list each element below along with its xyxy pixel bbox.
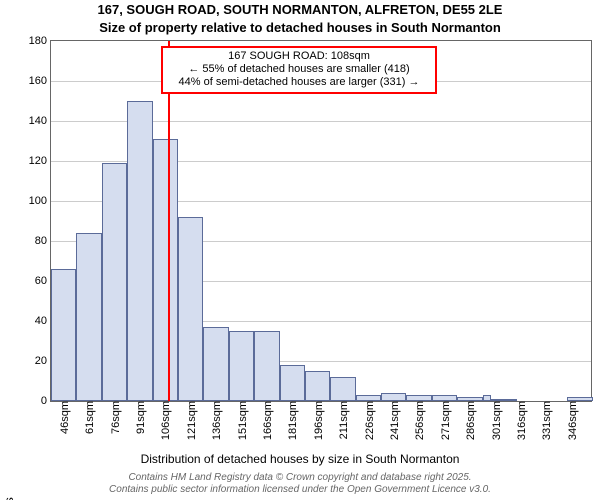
annotation-line: 167 SOUGH ROAD: 108sqm	[169, 50, 429, 63]
histogram-bar	[51, 269, 76, 401]
x-tick-label: 61sqm	[80, 401, 96, 434]
x-tick-label: 226sqm	[360, 401, 376, 440]
x-tick-label: 256sqm	[410, 401, 426, 440]
plot-area: 02040608010012014016018046sqm61sqm76sqm9…	[50, 40, 592, 402]
histogram-bar	[178, 217, 203, 401]
histogram-bar	[127, 101, 152, 401]
x-tick-label: 241sqm	[385, 401, 401, 440]
histogram-bar	[381, 393, 406, 401]
y-tick-label: 60	[35, 275, 51, 287]
x-tick-label: 316sqm	[512, 401, 528, 440]
x-tick-label: 271sqm	[436, 401, 452, 440]
x-tick-label: 211sqm	[334, 401, 350, 439]
y-tick-label: 100	[29, 195, 51, 207]
x-axis-label: Distribution of detached houses by size …	[0, 452, 600, 466]
chart-footer: Contains HM Land Registry data © Crown c…	[0, 472, 600, 496]
histogram-bar	[280, 365, 305, 401]
x-tick-label: 76sqm	[106, 401, 122, 434]
x-tick-label: 196sqm	[309, 401, 325, 440]
x-tick-label: 346sqm	[563, 401, 579, 440]
chart-root: 167, SOUGH ROAD, SOUTH NORMANTON, ALFRET…	[0, 0, 600, 500]
y-tick-label: 0	[41, 395, 51, 407]
histogram-bar	[102, 163, 127, 401]
y-tick-label: 80	[35, 235, 51, 247]
x-tick-label: 181sqm	[283, 401, 299, 440]
histogram-bar	[229, 331, 254, 401]
y-tick-label: 20	[35, 355, 51, 367]
x-tick-label: 301sqm	[487, 401, 503, 440]
histogram-bar	[254, 331, 279, 401]
footer-line1: Contains HM Land Registry data © Crown c…	[0, 472, 600, 484]
annotation-box: 167 SOUGH ROAD: 108sqm← 55% of detached …	[161, 46, 437, 94]
x-tick-label: 166sqm	[258, 401, 274, 440]
y-tick-label: 140	[29, 115, 51, 127]
chart-title-line2: Size of property relative to detached ho…	[0, 20, 600, 35]
reference-line	[168, 41, 170, 401]
histogram-bar	[153, 139, 178, 401]
y-tick-label: 160	[29, 75, 51, 87]
chart-title-line1: 167, SOUGH ROAD, SOUTH NORMANTON, ALFRET…	[0, 2, 600, 17]
histogram-bar	[76, 233, 101, 401]
histogram-bar	[330, 377, 355, 401]
x-tick-label: 136sqm	[207, 401, 223, 440]
x-tick-label: 91sqm	[131, 401, 147, 434]
histogram-bar	[305, 371, 330, 401]
y-tick-label: 180	[29, 35, 51, 47]
annotation-line: 44% of semi-detached houses are larger (…	[169, 76, 429, 89]
x-tick-label: 46sqm	[55, 401, 71, 434]
x-tick-label: 151sqm	[233, 401, 249, 440]
x-tick-label: 106sqm	[156, 401, 172, 440]
x-tick-label: 121sqm	[182, 401, 198, 440]
y-tick-label: 40	[35, 315, 51, 327]
y-tick-label: 120	[29, 155, 51, 167]
footer-line2: Contains public sector information licen…	[0, 484, 600, 496]
x-tick-label: 331sqm	[537, 401, 553, 440]
histogram-bar	[203, 327, 228, 401]
x-tick-label: 286sqm	[461, 401, 477, 440]
annotation-line: ← 55% of detached houses are smaller (41…	[169, 63, 429, 76]
